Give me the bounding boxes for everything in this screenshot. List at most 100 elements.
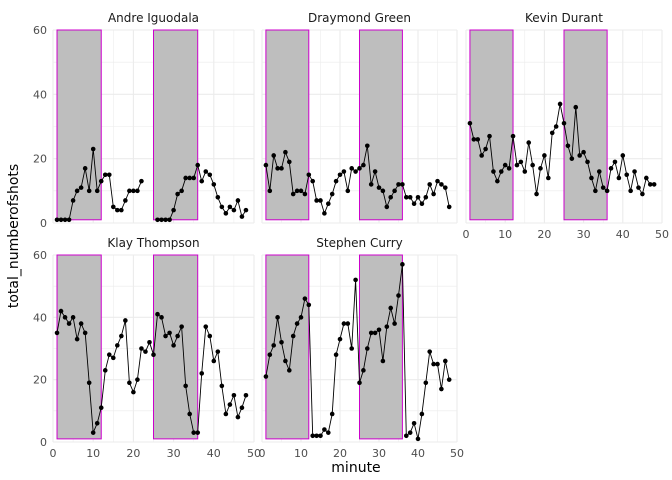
- data-point: [102, 368, 108, 373]
- data-point: [239, 214, 245, 219]
- data-point: [203, 169, 209, 174]
- y-tick-label: 20: [33, 374, 47, 387]
- x-tick-label: 20: [537, 228, 551, 241]
- data-point: [131, 188, 136, 194]
- data-point: [294, 188, 300, 194]
- data-point: [596, 169, 602, 174]
- data-point: [640, 191, 645, 197]
- y-tick-label: 0: [40, 217, 47, 230]
- series-line: [57, 148, 142, 221]
- data-point: [577, 153, 582, 158]
- panel: Kevin Durant: [465, 11, 663, 224]
- y-tick-label: 20: [33, 153, 47, 166]
- data-point: [199, 371, 205, 376]
- data-point: [368, 330, 374, 336]
- data-point: [310, 433, 316, 439]
- data-point: [565, 143, 571, 149]
- data-point: [357, 166, 362, 171]
- data-point: [400, 262, 405, 267]
- data-point: [542, 153, 547, 158]
- data-point: [227, 204, 233, 210]
- shaded-period: [153, 254, 199, 440]
- x-tick-label: 40: [411, 447, 425, 460]
- x-tick-label: 20: [126, 447, 140, 460]
- x-tick-label: 50: [450, 447, 464, 460]
- data-point: [337, 336, 343, 342]
- data-point: [235, 198, 241, 203]
- data-point: [372, 169, 378, 174]
- data-point: [384, 324, 390, 329]
- data-point: [628, 188, 633, 194]
- data-point: [211, 182, 217, 187]
- panel-title: Kevin Durant: [525, 11, 603, 25]
- data-point: [423, 194, 429, 200]
- data-point: [187, 411, 192, 417]
- data-point: [581, 149, 586, 155]
- data-point: [290, 191, 296, 197]
- data-point: [294, 321, 300, 326]
- data-point: [345, 188, 351, 194]
- data-point: [298, 315, 304, 320]
- data-point: [175, 333, 180, 339]
- data-point: [223, 411, 229, 417]
- data-point: [400, 182, 405, 187]
- y-tick-label: 0: [40, 436, 47, 449]
- x-tick-label: 30: [167, 447, 181, 460]
- data-point: [135, 188, 140, 194]
- panel: Draymond Green: [261, 11, 458, 224]
- data-point: [139, 178, 144, 184]
- panel: Andre Iguodala: [52, 11, 255, 224]
- data-point: [263, 162, 269, 168]
- data-point: [538, 166, 543, 171]
- data-point: [287, 368, 292, 373]
- data-point: [223, 211, 229, 216]
- x-tick-label: 0: [50, 447, 57, 460]
- data-point: [415, 436, 421, 442]
- x-tick-label: 0: [259, 447, 266, 460]
- data-point: [431, 361, 436, 367]
- data-point: [475, 137, 481, 142]
- x-tick-label: 10: [498, 228, 512, 241]
- data-point: [287, 159, 292, 165]
- data-point: [191, 175, 196, 181]
- data-point: [467, 120, 473, 126]
- data-point: [227, 402, 233, 407]
- data-point: [203, 324, 209, 329]
- panel-title: Draymond Green: [308, 11, 411, 25]
- data-point: [86, 188, 92, 194]
- data-point: [443, 185, 448, 190]
- data-point: [415, 194, 421, 200]
- data-point: [290, 333, 296, 339]
- data-point: [612, 159, 618, 165]
- data-point: [491, 169, 496, 174]
- data-point: [439, 386, 444, 392]
- data-point: [66, 217, 72, 223]
- x-tick-label: 10: [86, 447, 100, 460]
- data-point: [384, 204, 390, 210]
- x-tick-label: 20: [333, 447, 347, 460]
- data-point: [341, 321, 347, 326]
- data-point: [632, 169, 637, 174]
- data-point: [279, 166, 284, 171]
- x-tick-label: 50: [655, 228, 669, 241]
- data-point: [435, 361, 440, 367]
- data-point: [306, 172, 312, 178]
- data-point: [298, 188, 304, 194]
- data-point: [326, 430, 331, 435]
- data-point: [267, 352, 273, 358]
- data-point: [191, 430, 196, 435]
- data-point: [361, 162, 366, 168]
- data-point: [314, 433, 319, 439]
- data-point: [106, 172, 112, 178]
- shaded-period: [56, 254, 102, 440]
- y-tick-label: 40: [33, 88, 47, 101]
- data-point: [135, 377, 140, 382]
- data-point: [159, 217, 164, 223]
- data-point: [376, 185, 382, 190]
- data-point: [275, 315, 280, 320]
- data-point: [372, 330, 378, 336]
- data-point: [102, 172, 108, 178]
- data-point: [58, 217, 64, 223]
- data-point: [111, 204, 116, 210]
